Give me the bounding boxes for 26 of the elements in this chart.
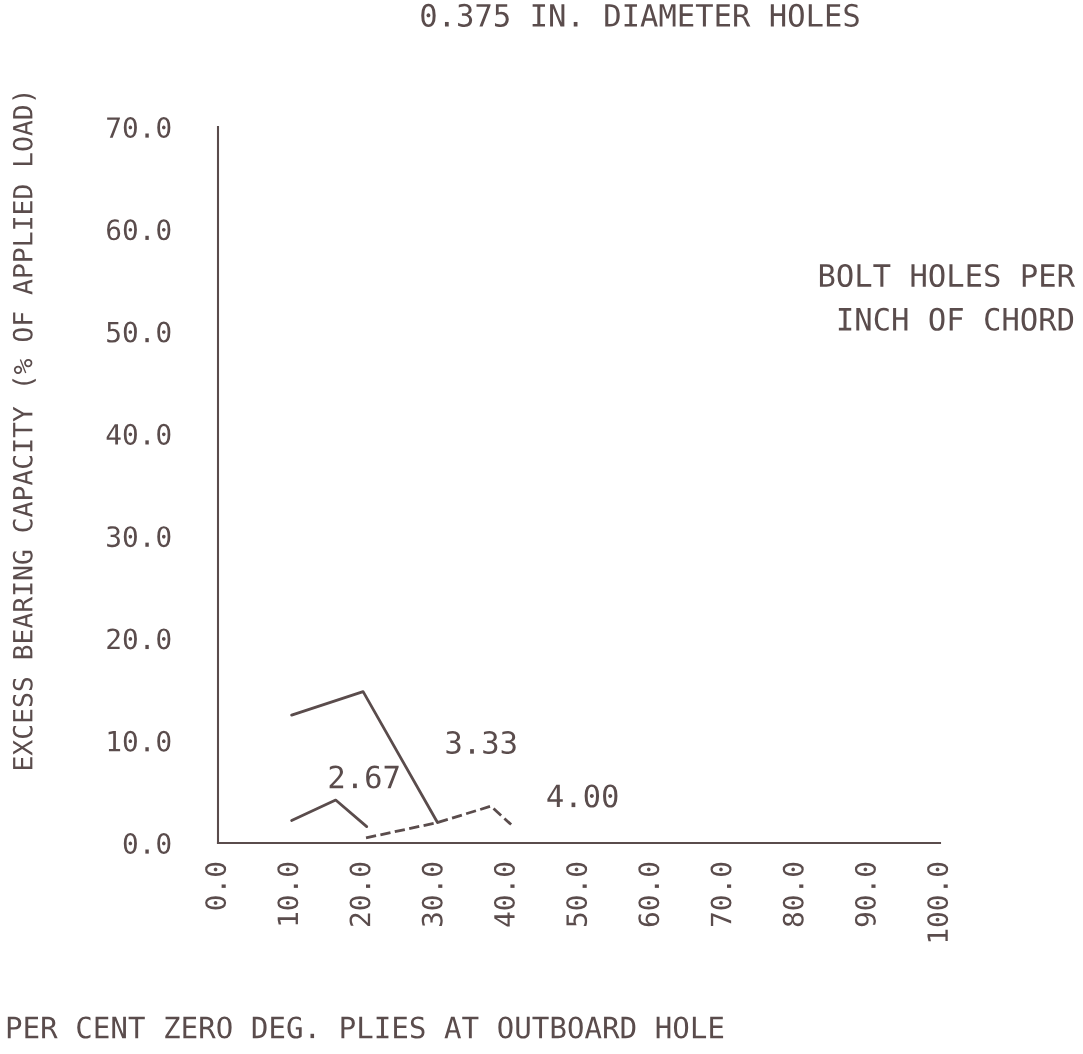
y-tick-label: 0.0 (123, 833, 171, 855)
y-tick-label: 10.0 (108, 730, 171, 752)
y-tick-label: 30.0 (107, 526, 171, 548)
x-tick-label: 100.0 (927, 862, 949, 942)
series-label: 4.00 (547, 784, 618, 808)
x-tick-label: 30.0 (421, 862, 443, 927)
x-tick-label: 70.0 (710, 862, 732, 927)
x-tick-label: 60.0 (638, 862, 660, 927)
legend-title: BOLT HOLES PER INCH OF CHORD (819, 263, 1076, 331)
x-tick-label: 80.0 (782, 862, 804, 927)
x-tick-label: 0.0 (205, 862, 227, 910)
x-tick-label: 90.0 (854, 862, 876, 927)
series-label: 2.67 (329, 765, 399, 789)
x-tick-label: 40.0 (493, 862, 515, 927)
series-label: 3.33 (446, 731, 516, 755)
y-axis-title: EXCESS BEARING CAPACITY (% OF APPLIED LOAD) (12, 93, 36, 770)
x-tick-label: 10.0 (277, 862, 299, 925)
y-tick-label: 20.0 (107, 628, 171, 650)
y-tick-label: 40.0 (106, 423, 171, 445)
y-tick-label: 70.0 (107, 117, 171, 139)
y-tick-label: 60.0 (107, 219, 171, 241)
x-tick-label: 20.0 (349, 862, 371, 926)
chart-title: 0.375 IN. DIAMETER HOLES (421, 3, 859, 27)
x-tick-label: 50.0 (566, 862, 588, 927)
y-tick-label: 50.0 (107, 321, 171, 343)
x-axis-title: PER CENT ZERO DEG. PLIES AT OUTBOARD HOLE (7, 1016, 724, 1039)
